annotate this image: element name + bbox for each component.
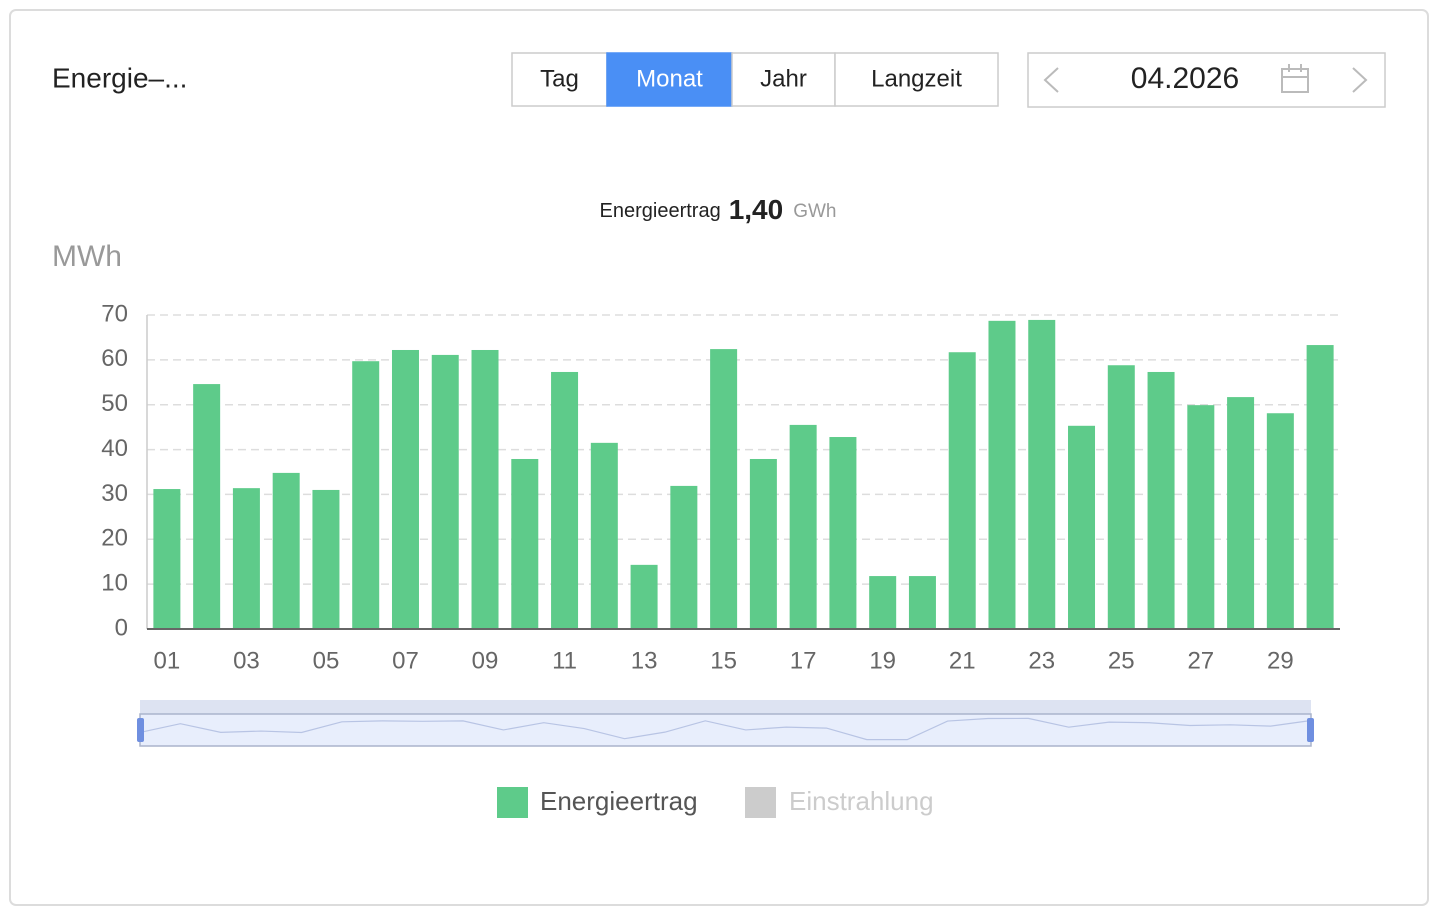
x-tick-label: 05 bbox=[313, 647, 340, 674]
y-tick-label: 60 bbox=[101, 345, 128, 372]
calendar-icon[interactable] bbox=[1281, 64, 1309, 93]
tab[interactable] bbox=[834, 52, 999, 107]
bar bbox=[590, 442, 618, 629]
bar bbox=[352, 361, 380, 629]
plot: 0 10 20 30 40 50 60 70 01 03 05 07 09 11 13 15 17 19 21 23 2… bbox=[101, 300, 1340, 818]
bar bbox=[829, 437, 857, 629]
bar bbox=[869, 576, 897, 629]
tab-label: Langzeit bbox=[871, 65, 962, 92]
bar bbox=[193, 384, 221, 629]
tab[interactable] bbox=[606, 52, 733, 107]
next-arrow[interactable] bbox=[1352, 67, 1368, 93]
x-tick-label: 03 bbox=[233, 647, 260, 674]
legend-label[interactable]: Einstrahlung bbox=[789, 786, 934, 816]
prev-arrow[interactable] bbox=[1043, 67, 1059, 93]
x-tick-label: 29 bbox=[1267, 647, 1294, 674]
y-tick-label: 70 bbox=[101, 300, 128, 327]
legend-label[interactable]: Energieertrag bbox=[540, 786, 698, 816]
bar bbox=[630, 564, 658, 629]
bar bbox=[1147, 371, 1175, 629]
bar bbox=[670, 485, 698, 629]
bar bbox=[551, 371, 579, 629]
y-tick-label: 40 bbox=[101, 435, 128, 462]
bar bbox=[511, 458, 539, 629]
x-tick-label: 15 bbox=[710, 647, 737, 674]
bar bbox=[431, 354, 459, 629]
x-tick-label: 11 bbox=[552, 647, 577, 674]
zoom-top-bar bbox=[140, 700, 1311, 714]
date-text: 04.2026 bbox=[1131, 62, 1239, 95]
legend-swatch bbox=[745, 787, 776, 818]
legend-swatch bbox=[497, 787, 528, 818]
date-picker[interactable] bbox=[1027, 52, 1386, 108]
bar bbox=[1227, 397, 1255, 629]
x-tick-label: 21 bbox=[949, 647, 976, 674]
y-tick-label: 20 bbox=[101, 525, 128, 552]
x-tick-label: 09 bbox=[472, 647, 499, 674]
tab[interactable] bbox=[511, 52, 608, 107]
summary-value: 1,40 bbox=[729, 194, 784, 225]
y-axis-label: MWh bbox=[52, 240, 122, 273]
bar bbox=[312, 489, 340, 629]
x-tick-label: 01 bbox=[154, 647, 181, 674]
tab-group: Tag Monat Jahr Langzeit bbox=[511, 52, 999, 107]
bar bbox=[948, 352, 976, 629]
x-tick-label: 27 bbox=[1187, 647, 1214, 674]
summary-label: Energieertrag bbox=[600, 200, 721, 222]
x-tick-label: 07 bbox=[392, 647, 419, 674]
bar bbox=[232, 488, 260, 629]
summary: Energieertrag 1,40 GWh bbox=[600, 194, 837, 225]
tab-label: Monat bbox=[636, 65, 703, 92]
x-tick-label: 23 bbox=[1028, 647, 1055, 674]
bar bbox=[749, 458, 777, 629]
tab[interactable] bbox=[731, 52, 836, 107]
tab-label: Jahr bbox=[760, 65, 807, 92]
y-tick-label: 50 bbox=[101, 390, 128, 417]
bar bbox=[1187, 405, 1215, 629]
bar bbox=[1306, 345, 1334, 629]
tab-label: Tag bbox=[540, 65, 579, 92]
bar bbox=[1068, 425, 1096, 629]
bar bbox=[988, 320, 1016, 629]
bar bbox=[1266, 413, 1294, 629]
bar bbox=[272, 472, 300, 629]
x-tick-label: 13 bbox=[631, 647, 658, 674]
card-title: Energie–... bbox=[52, 62, 187, 93]
bar bbox=[1107, 365, 1135, 629]
bar bbox=[471, 349, 499, 629]
x-tick-label: 17 bbox=[790, 647, 817, 674]
bar bbox=[908, 576, 936, 629]
bar bbox=[710, 349, 738, 629]
y-tick-label: 30 bbox=[101, 480, 128, 507]
bar bbox=[153, 489, 181, 629]
zoom-handle[interactable] bbox=[1307, 718, 1314, 742]
zoom-handle[interactable] bbox=[137, 718, 144, 742]
summary-unit: GWh bbox=[793, 201, 836, 222]
zoom-window[interactable] bbox=[139, 713, 1312, 747]
x-tick-label: 25 bbox=[1108, 647, 1135, 674]
y-tick-label: 0 bbox=[115, 614, 128, 641]
x-tick-label: 19 bbox=[869, 647, 896, 674]
zoom-preview-line bbox=[139, 717, 1312, 741]
bar bbox=[1028, 319, 1056, 629]
y-tick-label: 10 bbox=[101, 569, 128, 596]
bar bbox=[391, 349, 419, 629]
bar bbox=[789, 424, 817, 629]
